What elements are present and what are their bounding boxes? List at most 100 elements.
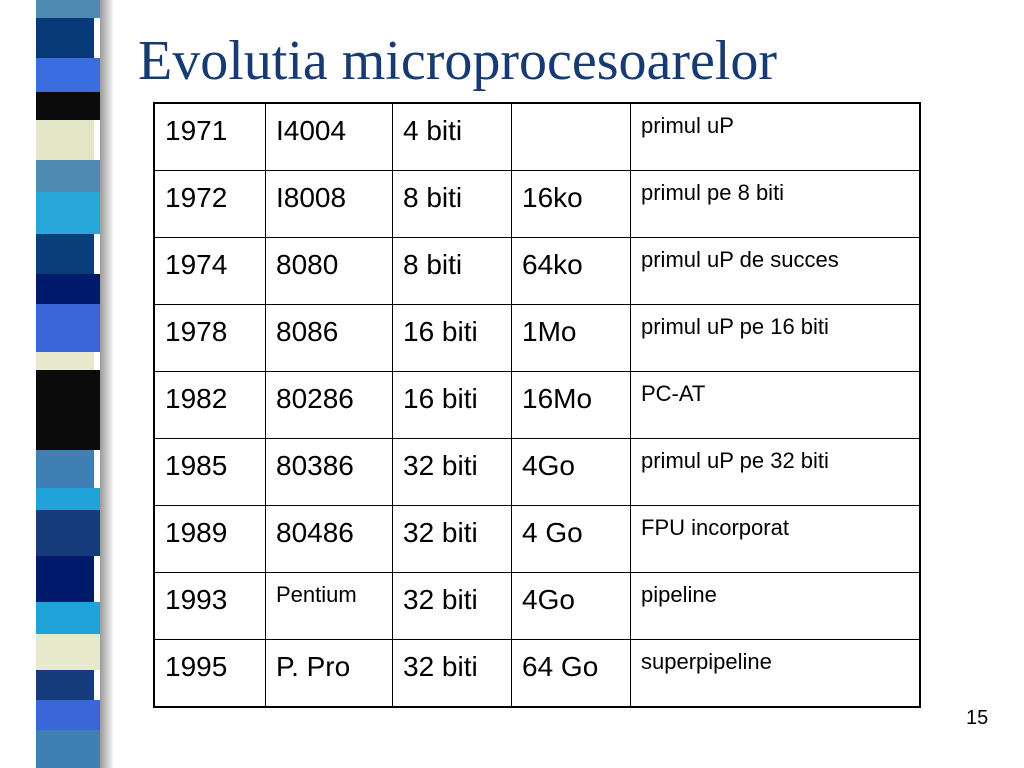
- year-cell-text: 1993: [165, 584, 228, 615]
- memory-cell: 64 Go: [511, 639, 631, 708]
- stripe-shadow: [100, 0, 114, 768]
- bits-cell: 32 biti: [392, 505, 512, 573]
- memory-cell: 64ko: [511, 237, 631, 305]
- year-cell-text: 1995: [165, 651, 228, 682]
- year-cell-text: 1971: [165, 115, 228, 146]
- memory-cell-text: 1Mo: [522, 316, 577, 347]
- memory-cell: [511, 102, 631, 171]
- model-cell: I8008: [265, 170, 393, 238]
- bits-cell-text: 32 biti: [403, 517, 478, 548]
- stripe-segment: [36, 488, 100, 510]
- note-cell: primul uP de succes: [630, 237, 921, 305]
- stripe-segment: [36, 400, 100, 450]
- model-cell: I4004: [265, 102, 393, 171]
- memory-cell: 4Go: [511, 438, 631, 506]
- model-cell-text: 80486: [276, 517, 354, 548]
- note-cell: pipeline: [630, 572, 921, 640]
- slide-title: Evolutia microprocesoarelor: [138, 30, 778, 92]
- bits-cell: 16 biti: [392, 371, 512, 439]
- stripe-segment: [36, 192, 100, 234]
- note-cell-text: primul uP pe 32 biti: [641, 448, 829, 473]
- note-cell-text: pipeline: [641, 582, 717, 607]
- year-cell: 1972: [153, 170, 266, 238]
- table-row: 1972 I8008 8 biti 16ko primul pe 8 biti: [153, 170, 921, 238]
- memory-cell: 4Go: [511, 572, 631, 640]
- note-cell-text: primul uP pe 16 biti: [641, 314, 829, 339]
- table-row: 1982 80286 16 biti 16Mo PC-AT: [153, 371, 921, 439]
- model-cell: P. Pro: [265, 639, 393, 708]
- model-cell-text: 80286: [276, 383, 354, 414]
- page-number: 15: [966, 707, 989, 729]
- bits-cell: 8 biti: [392, 170, 512, 238]
- model-cell: 8080: [265, 237, 393, 305]
- memory-cell-text: 64ko: [522, 249, 583, 280]
- bits-cell-text: 16 biti: [403, 383, 478, 414]
- note-cell: primul uP: [630, 102, 921, 171]
- note-cell: superpipeline: [630, 639, 921, 708]
- year-cell: 1974: [153, 237, 266, 305]
- model-cell: 8086: [265, 304, 393, 372]
- table-row: 1989 80486 32 biti 4 Go FPU incorporat: [153, 505, 921, 573]
- bits-cell-text: 16 biti: [403, 316, 478, 347]
- year-cell-text: 1989: [165, 517, 228, 548]
- table-row: 1974 8080 8 biti 64ko primul uP de succes: [153, 237, 921, 305]
- memory-cell-text: 4Go: [522, 584, 575, 615]
- bits-cell-text: 32 biti: [403, 584, 478, 615]
- stripe-segment: [36, 92, 100, 120]
- note-cell: FPU incorporat: [630, 505, 921, 573]
- stripe-segment: [36, 730, 100, 768]
- stripe-segment: [36, 120, 94, 160]
- memory-cell-text: 4Go: [522, 450, 575, 481]
- bits-cell-text: 8 biti: [403, 249, 463, 280]
- note-cell-text: primul pe 8 biti: [641, 180, 785, 205]
- stripe-segment: [36, 602, 100, 634]
- table-row: 1971 I4004 4 biti primul uP: [153, 102, 921, 171]
- bits-cell: 32 biti: [392, 438, 512, 506]
- decorative-stripe: [36, 0, 100, 768]
- stripe-segment: [36, 18, 94, 58]
- model-cell-text: P. Pro: [276, 651, 351, 682]
- microprocessor-table: 1971 I4004 4 biti primul uP 1972 I8008 8 biti 1…: [153, 102, 921, 708]
- stripe-segment: [36, 510, 100, 556]
- memory-cell-text: 4 Go: [522, 517, 583, 548]
- year-cell: 1978: [153, 304, 266, 372]
- memory-cell: 1Mo: [511, 304, 631, 372]
- bits-cell-text: 8 biti: [403, 182, 463, 213]
- stripe-segment: [36, 670, 94, 700]
- note-cell: primul uP pe 32 biti: [630, 438, 921, 506]
- stripe-segment: [36, 234, 94, 274]
- note-cell-text: primul uP: [641, 113, 734, 138]
- stripe-segment: [36, 0, 100, 18]
- year-cell-text: 1974: [165, 249, 228, 280]
- year-cell: 1971: [153, 102, 266, 171]
- memory-cell-text: 16Mo: [522, 383, 593, 414]
- model-cell-text: 8086: [276, 316, 339, 347]
- stripe-segment: [36, 352, 94, 370]
- table-row: 1978 8086 16 biti 1Mo primul uP pe 16 biti: [153, 304, 921, 372]
- bits-cell: 32 biti: [392, 639, 512, 708]
- table-row: 1985 80386 32 biti 4Go primul uP pe 32 biti: [153, 438, 921, 506]
- bits-cell: 32 biti: [392, 572, 512, 640]
- memory-cell-text: [512, 104, 630, 115]
- note-cell-text: primul uP de succes: [641, 247, 839, 272]
- stripe-segment: [36, 700, 100, 730]
- stripe-segment: [36, 274, 100, 304]
- note-cell-text: superpipeline: [641, 649, 772, 674]
- year-cell-text: 1978: [165, 316, 228, 347]
- bits-cell-text: 32 biti: [403, 450, 478, 481]
- year-cell: 1995: [153, 639, 266, 708]
- note-cell-text: PC-AT: [641, 381, 706, 406]
- memory-cell: 16Mo: [511, 371, 631, 439]
- note-cell-text: FPU incorporat: [641, 515, 789, 540]
- memory-cell: 16ko: [511, 170, 631, 238]
- table-row: 1995 P. Pro 32 biti 64 Go superpipeline: [153, 639, 921, 708]
- model-cell-text: Pentium: [276, 582, 357, 607]
- table-row: 1993 Pentium 32 biti 4Go pipeline: [153, 572, 921, 640]
- year-cell: 1993: [153, 572, 266, 640]
- bits-cell: 16 biti: [392, 304, 512, 372]
- memory-cell-text: 64 Go: [522, 651, 599, 682]
- year-cell: 1982: [153, 371, 266, 439]
- bits-cell-text: 4 biti: [403, 115, 463, 146]
- model-cell: Pentium: [265, 572, 393, 640]
- year-cell-text: 1982: [165, 383, 228, 414]
